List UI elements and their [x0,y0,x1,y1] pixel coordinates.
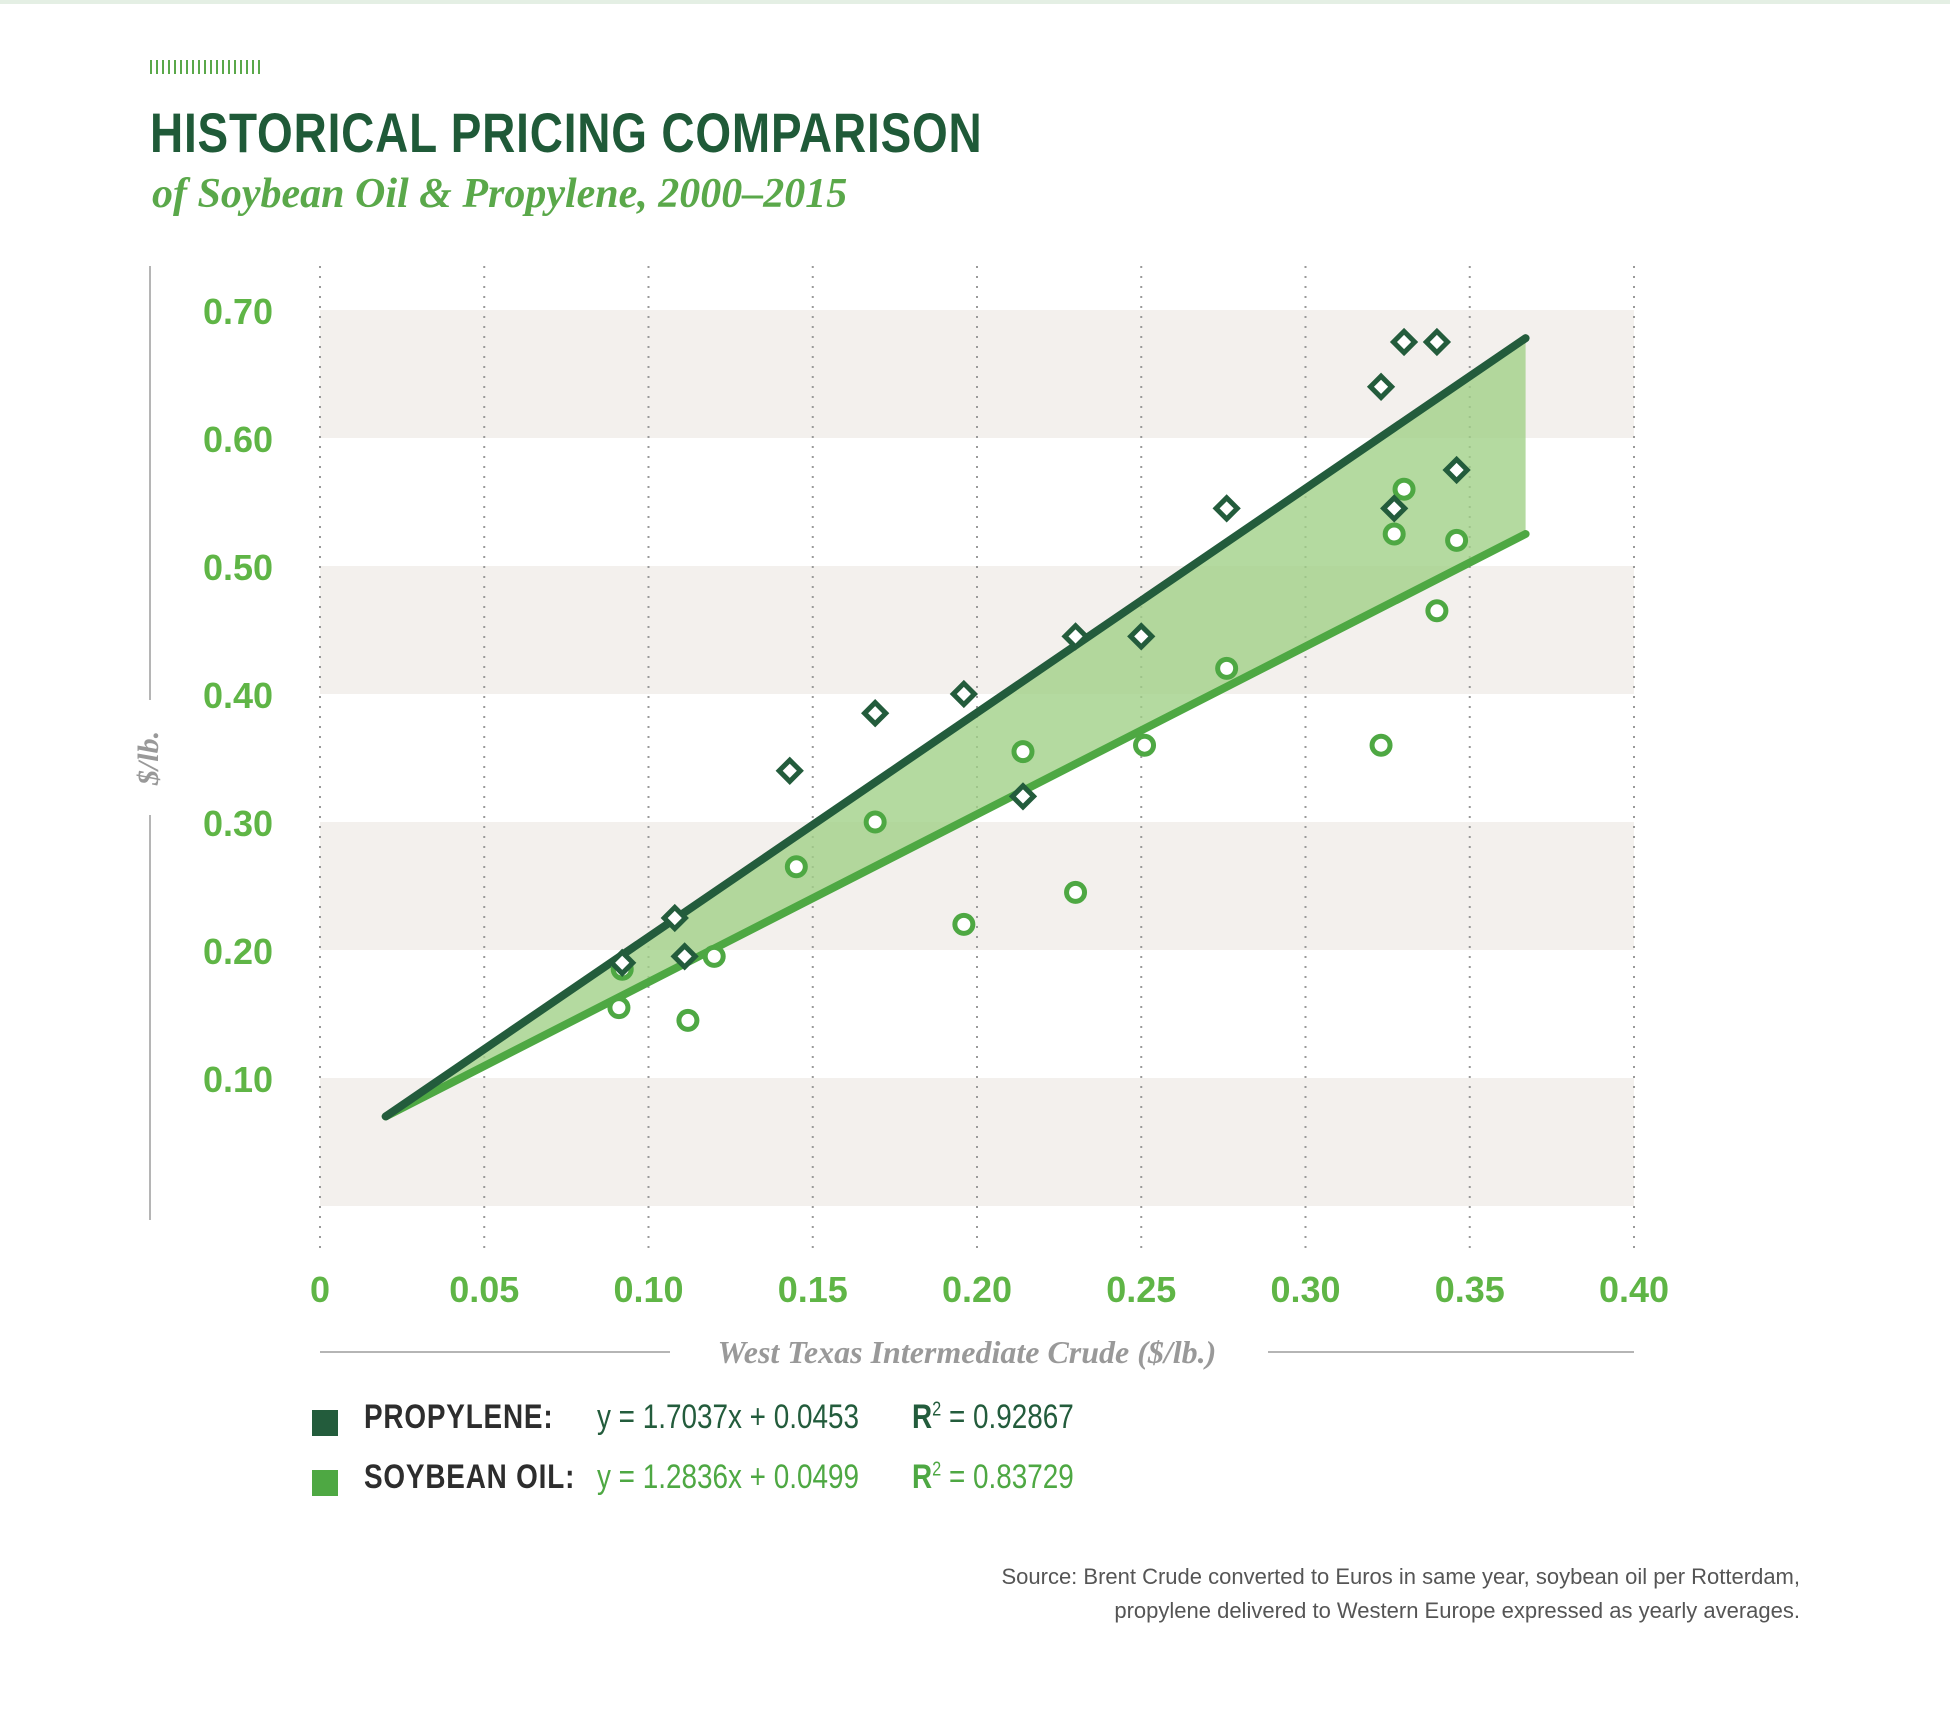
soybean-point [1392,477,1416,501]
source-line-2: propylene delivered to Western Europe ex… [1114,1598,1800,1623]
chart-subtitle: of Soybean Oil & Propylene, 2000–2015 [152,171,848,217]
x-tick-label: 0.15 [778,1269,848,1310]
propylene-point [861,699,890,728]
soybean-point [1133,733,1157,757]
y-tick-label: 0.70 [203,291,273,332]
soybean-point [1011,740,1035,764]
background-bands [320,310,1634,1206]
soybean-point [702,944,726,968]
propylene-point [1422,327,1452,357]
background-band [320,566,1634,694]
legend-r2-propylene: R2 = 0.92867 [912,1398,1074,1436]
x-tick-label: 0.05 [449,1269,519,1310]
propylene-point [1212,494,1241,523]
x-tick-label: 0 [310,1269,330,1310]
propylene-point [949,679,979,709]
propylene-point [1127,622,1156,651]
soybean-point [676,1008,700,1032]
background-band [320,1078,1634,1206]
propylene-point [660,903,689,933]
propylene-point [1380,494,1409,523]
y-tick-label: 0.50 [203,547,273,588]
legend-equation-propylene: y = 1.7037x + 0.0453 [597,1398,859,1436]
propylene-point [1442,455,1471,485]
x-tick-label: 0.25 [1106,1269,1176,1310]
soybean-point [1064,880,1088,904]
legend-r2-soybean: R2 = 0.83729 [912,1458,1074,1496]
x-tick-label: 0.40 [1599,1269,1669,1310]
soybean-point [607,996,631,1020]
soybean-point [784,855,808,879]
y-axis-label: $/lb. [132,731,165,786]
soybean-point [1445,528,1469,552]
soybean-point [863,810,887,834]
trend-lines [381,334,1530,1121]
soybean-point [1382,522,1406,546]
y-tick-label: 0.60 [203,419,273,460]
y-tick-label: 0.40 [203,675,273,716]
x-tick-label: 0.20 [942,1269,1012,1310]
legend-label-propylene: PROPYLENE: [364,1398,554,1436]
soybean-point [952,912,976,936]
x-tick-label: 0.30 [1270,1269,1340,1310]
decorative-tick-marks [150,60,260,74]
chart-title: HISTORICAL PRICING COMPARISON [150,101,983,164]
propylene-point [1008,782,1038,811]
x-axis-label: West Texas Intermediate Crude ($/lb.) [718,1334,1217,1370]
legend-label-soybean: SOYBEAN OIL: [364,1458,576,1496]
scatter-chart: $/lb. 0.10 0.20 0.30 0.40 0.50 0.60 0.70 0 0.05… [132,266,1669,1370]
x-tick-labels: 0 0.05 0.10 0.15 0.20 0.25 0.30 0.35 0.40 [310,1269,1669,1310]
soybean-point [1215,656,1239,680]
soybean-point [1369,733,1393,757]
y-tick-labels: 0.10 0.20 0.30 0.40 0.50 0.60 0.70 [203,291,273,1100]
y-tick-label: 0.30 [203,803,273,844]
propylene-trend-line [381,334,1530,1121]
x-tick-label: 0.35 [1435,1269,1505,1310]
propylene-point [1389,327,1419,357]
top-rule [0,0,1950,4]
legend-swatch-soybean [312,1470,338,1496]
y-tick-label: 0.10 [203,1059,273,1100]
y-tick-label: 0.20 [203,931,273,972]
propylene-point [1061,622,1090,651]
propylene-point [670,942,699,971]
legend-swatch-propylene [312,1410,338,1436]
legend-equation-soybean: y = 1.2836x + 0.0499 [597,1458,859,1496]
x-tick-label: 0.10 [613,1269,683,1310]
source-line-1: Source: Brent Crude converted to Euros i… [1001,1564,1800,1589]
data-points [607,327,1471,1032]
soybean-point [1425,599,1449,623]
soybean-trend-line [381,530,1530,1121]
propylene-point [775,756,804,785]
source-note: Source: Brent Crude converted to Euros i… [900,1560,1800,1628]
propylene-point [1366,372,1396,401]
propylene-point [608,948,637,977]
